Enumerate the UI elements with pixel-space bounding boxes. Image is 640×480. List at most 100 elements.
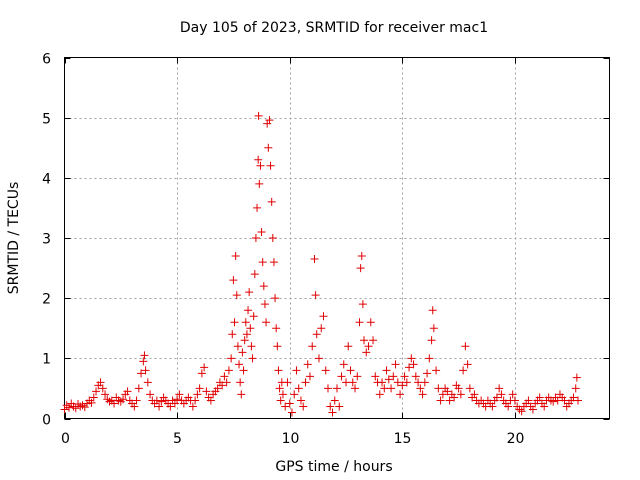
data-point: [540, 402, 549, 411]
data-point: [228, 330, 237, 339]
data-point: [445, 396, 454, 405]
data-point: [371, 372, 380, 381]
data-point: [326, 402, 335, 411]
data-point: [459, 366, 468, 375]
data-point: [246, 324, 255, 333]
data-point: [425, 354, 434, 363]
data-point: [240, 336, 249, 345]
data-point: [549, 397, 558, 406]
data-point: [308, 342, 317, 351]
data-point: [323, 384, 332, 393]
x-tick-label: 20: [507, 431, 525, 447]
y-tick-label: 4: [42, 172, 51, 188]
data-point: [245, 288, 254, 297]
data-point: [321, 366, 330, 375]
data-point: [285, 399, 294, 408]
y-axis-label: SRMTID / TECUs: [6, 182, 22, 295]
data-point: [317, 324, 326, 333]
data-point: [140, 351, 149, 360]
data-point: [173, 395, 182, 404]
data-point: [357, 252, 366, 261]
data-point: [438, 390, 447, 399]
data-point: [391, 360, 400, 369]
x-tick-label: 10: [282, 431, 300, 447]
data-point: [351, 384, 360, 393]
data-point: [197, 369, 206, 378]
data-point: [231, 252, 240, 261]
data-point: [387, 384, 396, 393]
data-point: [132, 396, 141, 405]
data-point: [369, 336, 378, 345]
data-point: [276, 396, 285, 405]
data-point: [517, 407, 526, 416]
data-point: [266, 161, 275, 170]
data-point: [299, 402, 308, 411]
data-point: [137, 369, 146, 378]
x-axis-label: GPS time / hours: [275, 459, 392, 475]
data-point: [510, 396, 519, 405]
data-point: [229, 276, 238, 285]
data-point: [571, 384, 580, 393]
data-point: [262, 318, 271, 327]
data-point: [227, 354, 236, 363]
data-point: [470, 390, 479, 399]
data-point: [244, 306, 253, 315]
data-point: [222, 378, 231, 387]
data-point: [258, 258, 267, 267]
data-point: [396, 390, 405, 399]
data-point: [450, 393, 459, 402]
data-point: [123, 387, 132, 396]
data-point: [255, 179, 264, 188]
data-point: [428, 306, 437, 315]
data-point: [497, 390, 506, 399]
y-tick-label: 6: [42, 52, 51, 68]
data-point: [268, 234, 277, 242]
data-point: [528, 405, 537, 414]
data-point: [393, 378, 402, 387]
data-point: [535, 393, 544, 402]
data-point: [259, 282, 268, 291]
data-point: [247, 342, 256, 351]
data-point: [504, 402, 513, 411]
y-tick-label: 2: [42, 292, 51, 308]
data-point: [333, 384, 341, 393]
data-point: [213, 384, 222, 393]
data-point: [283, 378, 292, 387]
data-point: [119, 395, 128, 404]
data-point: [382, 366, 391, 375]
data-point: [264, 143, 273, 152]
data-point: [360, 336, 369, 345]
data-point: [312, 330, 321, 339]
x-tick-labels: 0 5 10 15 20: [61, 431, 524, 447]
data-point: [157, 397, 166, 406]
y-tick-label: 3: [42, 232, 51, 248]
data-point: [524, 396, 533, 405]
data-point: [273, 342, 282, 351]
data-point: [495, 384, 504, 393]
data-point: [265, 116, 274, 125]
data-point: [230, 318, 239, 327]
data-point: [305, 372, 314, 381]
data-point: [366, 318, 375, 327]
data-point: [251, 234, 260, 242]
data-point: [272, 324, 281, 333]
data-point: [98, 384, 107, 393]
data-point: [432, 366, 441, 375]
data-point: [256, 161, 265, 170]
data-point: [303, 360, 312, 369]
data-point: [398, 381, 407, 390]
data-point: [358, 300, 367, 309]
data-point: [427, 336, 436, 345]
data-point: [195, 384, 204, 393]
data-point: [346, 366, 355, 375]
data-point: [573, 396, 582, 405]
x-tick-label: 15: [394, 431, 412, 447]
data-point: [342, 378, 351, 387]
data-point: [330, 396, 339, 405]
data-point: [411, 372, 420, 381]
data-point: [220, 372, 229, 381]
data-point: [267, 197, 276, 206]
data-point: [560, 396, 569, 405]
data-point: [335, 402, 344, 411]
data-point: [294, 384, 303, 393]
